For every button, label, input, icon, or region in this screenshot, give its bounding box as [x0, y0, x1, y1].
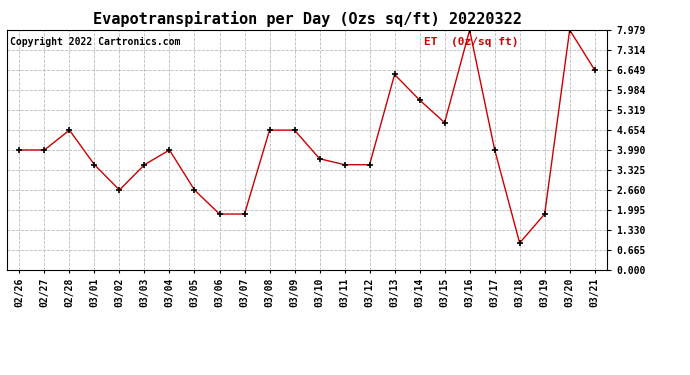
Title: Evapotranspiration per Day (Ozs sq/ft) 20220322: Evapotranspiration per Day (Ozs sq/ft) 2…: [92, 12, 522, 27]
Text: Copyright 2022 Cartronics.com: Copyright 2022 Cartronics.com: [10, 37, 180, 47]
Text: ET  (0z/sq ft): ET (0z/sq ft): [424, 37, 519, 47]
